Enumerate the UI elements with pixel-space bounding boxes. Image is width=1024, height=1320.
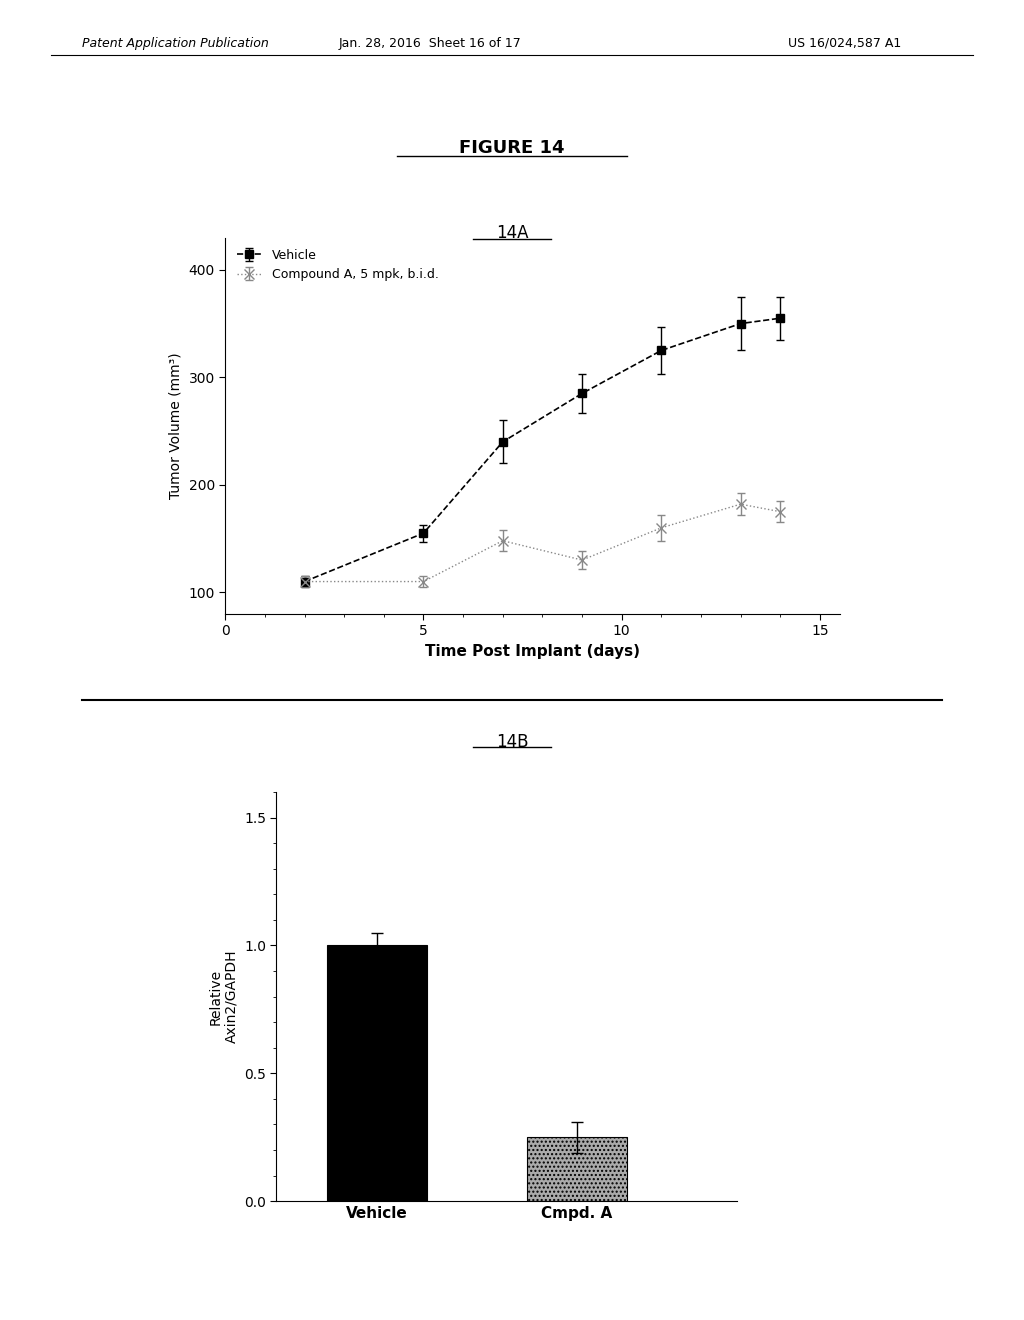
Text: FIGURE 14: FIGURE 14 [459, 139, 565, 157]
Text: 14A: 14A [496, 224, 528, 243]
Text: Patent Application Publication: Patent Application Publication [82, 37, 268, 50]
Text: Jan. 28, 2016  Sheet 16 of 17: Jan. 28, 2016 Sheet 16 of 17 [339, 37, 521, 50]
Text: 14B: 14B [496, 733, 528, 751]
Y-axis label: Relative
Axin2/GAPDH: Relative Axin2/GAPDH [208, 950, 239, 1043]
Legend: Vehicle, Compound A, 5 mpk, b.i.d.: Vehicle, Compound A, 5 mpk, b.i.d. [231, 244, 443, 286]
Bar [527, 1138, 627, 1201]
X-axis label: Time Post Implant (days): Time Post Implant (days) [425, 644, 640, 659]
Bar [327, 945, 427, 1201]
Y-axis label: Tumor Volume (mm³): Tumor Volume (mm³) [169, 352, 183, 499]
Text: US 16/024,587 A1: US 16/024,587 A1 [787, 37, 901, 50]
